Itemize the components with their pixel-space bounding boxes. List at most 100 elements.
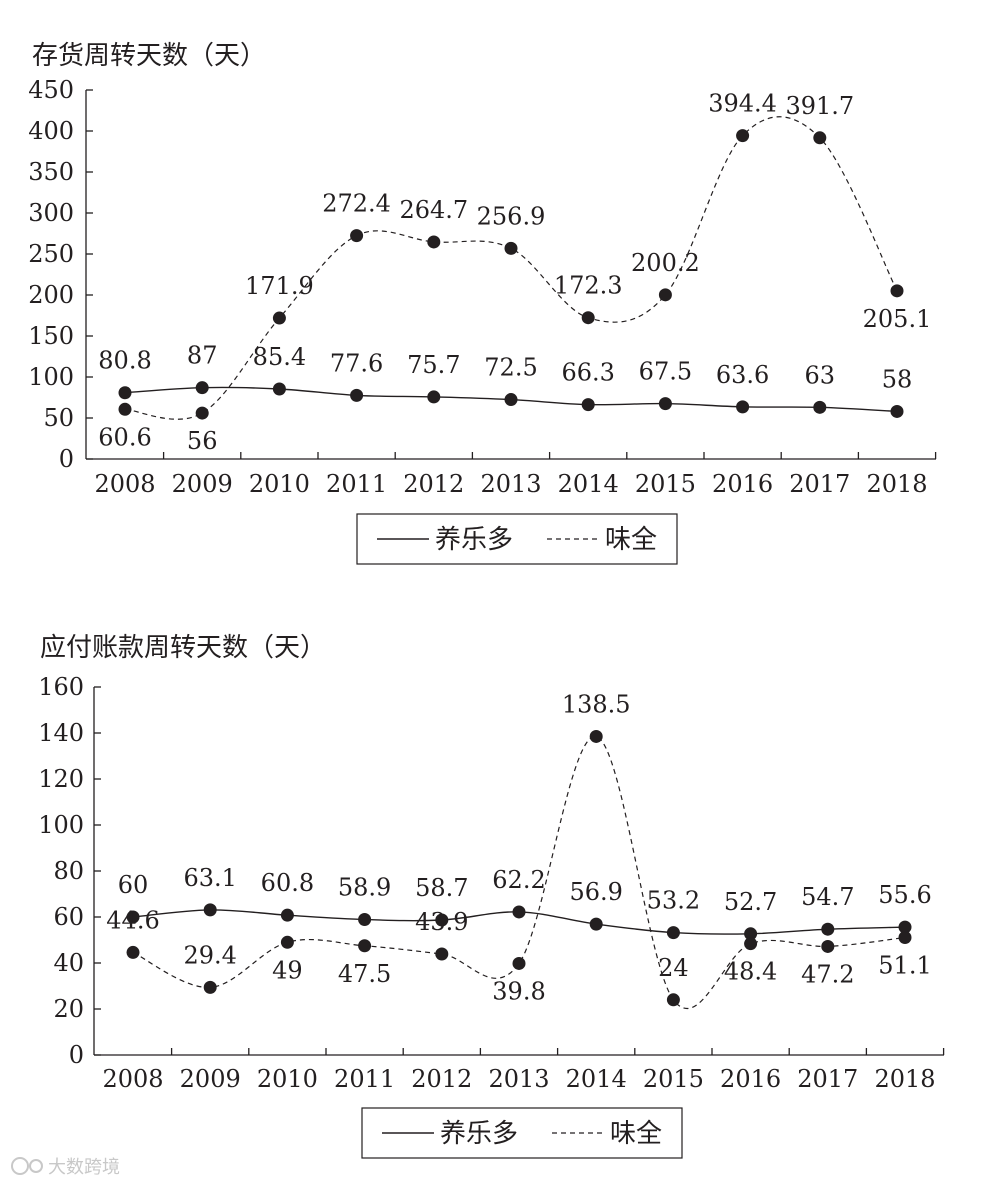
data-point (821, 922, 835, 936)
data-point (280, 908, 294, 922)
data-label: 63.1 (183, 864, 236, 892)
x-tick-label: 2008 (102, 1065, 163, 1093)
y-tick-label: 60 (53, 903, 84, 931)
data-point (272, 311, 286, 325)
data-label: 256.9 (477, 202, 546, 230)
y-tick-label: 100 (38, 811, 84, 839)
y-tick-label: 120 (38, 765, 84, 793)
data-label: 56.9 (569, 878, 622, 906)
data-label: 43.9 (415, 908, 468, 936)
x-tick-label: 2010 (257, 1065, 318, 1093)
data-label: 24 (658, 954, 689, 982)
data-point (350, 229, 364, 243)
data-label: 72.5 (484, 354, 537, 382)
data-point (589, 729, 603, 743)
x-tick-label: 2009 (172, 470, 233, 498)
data-point (890, 404, 904, 418)
data-point (658, 397, 672, 411)
data-label: 60.8 (261, 869, 314, 897)
data-point (813, 400, 827, 414)
watermark-text: 大数跨境 (48, 1157, 120, 1178)
chart-title: 存货周转天数（天） (32, 41, 266, 71)
watermark-logo-icon-inner (29, 1159, 43, 1173)
data-label: 171.9 (245, 272, 314, 300)
data-point (581, 311, 595, 325)
data-point (118, 386, 132, 400)
payables-turnover-chart: 应付账款周转天数（天） 0 20 40 60 80 100 120 140 160 2008 2009… (38, 633, 945, 1159)
data-label: 39.8 (492, 977, 545, 1005)
x-tick-label: 2016 (712, 470, 773, 498)
data-label: 62.2 (492, 866, 545, 894)
data-label: 205.1 (863, 305, 932, 333)
data-label: 48.4 (724, 958, 777, 986)
data-point (581, 398, 595, 412)
data-point (126, 910, 140, 924)
data-label: 394.4 (708, 90, 777, 118)
series-line-weiquan (124, 116, 898, 420)
data-point (435, 947, 449, 961)
data-point (358, 939, 372, 953)
data-point (898, 920, 912, 934)
x-tick-label: 2011 (334, 1065, 395, 1093)
data-label: 80.8 (98, 347, 151, 375)
x-tick-label: 2011 (326, 470, 387, 498)
data-point (350, 388, 364, 402)
data-point (813, 131, 827, 145)
data-label: 87 (187, 342, 218, 370)
data-label: 77.6 (330, 349, 383, 377)
legend-label: 味全 (605, 525, 657, 555)
watermark-logo-icon (11, 1157, 29, 1175)
chart-title: 应付账款周转天数（天） (40, 633, 326, 663)
data-point (427, 390, 441, 404)
x-tick-label: 2017 (797, 1065, 858, 1093)
data-label: 47.2 (801, 960, 854, 988)
legend: 养乐多 味全 (361, 1107, 683, 1159)
x-tick-label: 2008 (94, 470, 155, 498)
data-label: 66.3 (561, 359, 614, 387)
watermark: 大数跨境 (11, 1157, 120, 1178)
y-tick-label: 20 (53, 995, 84, 1023)
x-tick-label: 2010 (249, 470, 310, 498)
data-point (280, 935, 294, 949)
data-label: 391.7 (785, 92, 854, 120)
data-point (195, 406, 209, 420)
data-label: 63.6 (716, 361, 769, 389)
y-tick-label: 300 (28, 199, 74, 227)
y-tick-label: 200 (28, 281, 74, 309)
data-point (744, 937, 758, 951)
x-tick-label: 2015 (643, 1065, 704, 1093)
data-label: 44.6 (106, 906, 159, 934)
y-tick-label: 400 (28, 117, 74, 145)
data-point (504, 393, 518, 407)
data-label: 54.7 (801, 883, 854, 911)
data-point (744, 927, 758, 941)
x-tick-label: 2012 (403, 470, 464, 498)
data-label: 58.9 (338, 874, 391, 902)
y-tick-label: 250 (28, 240, 74, 268)
data-label: 60 (118, 871, 149, 899)
data-label: 63 (805, 361, 836, 389)
data-label: 138.5 (562, 690, 631, 718)
data-label: 264.7 (399, 196, 468, 224)
x-tick-label: 2018 (866, 470, 927, 498)
data-point (512, 956, 526, 970)
data-label: 67.5 (639, 358, 692, 386)
x-tick-label: 2016 (720, 1065, 781, 1093)
y-tick-label: 350 (28, 158, 74, 186)
legend-label: 养乐多 (435, 525, 513, 555)
legend: 养乐多 味全 (356, 513, 678, 565)
y-tick-label: 160 (38, 673, 84, 701)
data-point (195, 381, 209, 395)
data-point (427, 235, 441, 249)
y-tick-label: 0 (59, 445, 74, 473)
data-label: 47.5 (338, 960, 391, 988)
data-point (203, 980, 217, 994)
data-point (435, 913, 449, 927)
x-tick-label: 2014 (566, 1065, 627, 1093)
data-label: 75.7 (407, 351, 460, 379)
data-point (736, 400, 750, 414)
y-tick-label: 0 (69, 1041, 84, 1069)
x-tick-label: 2009 (180, 1065, 241, 1093)
data-label: 172.3 (554, 272, 623, 300)
